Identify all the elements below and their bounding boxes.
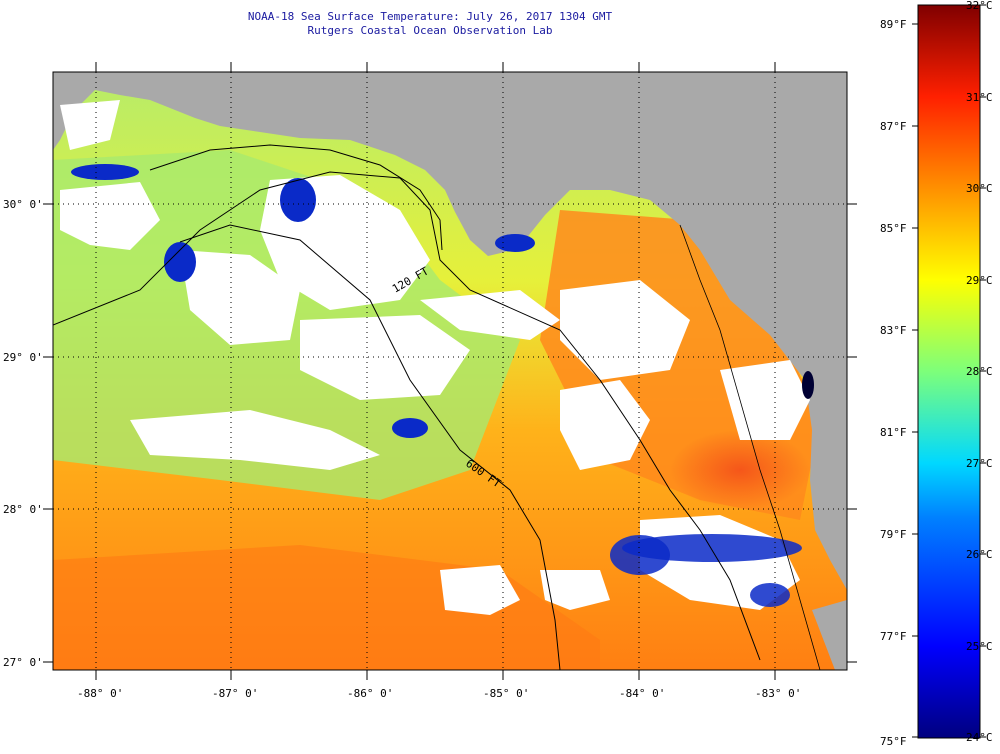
isobath-120ft xyxy=(53,171,761,661)
lat-label-27: 27° 0' xyxy=(3,656,43,669)
colorbar-c-29: 29°C xyxy=(966,274,993,287)
colorbar-f-77: 77°F xyxy=(880,630,907,643)
map-title: NOAA-18 Sea Surface Temperature: July 26… xyxy=(247,10,613,23)
lon-label-87: -87° 0' xyxy=(212,687,258,700)
colorbar-c-24: 24°C xyxy=(966,731,993,744)
colorbar-f-81: 81°F xyxy=(880,426,907,439)
colorbar-c-28: 28°C xyxy=(966,365,993,378)
colorbar-f-83: 83°F xyxy=(880,324,907,337)
colorbar-c-26: 26°C xyxy=(966,548,993,561)
colorbar-f-89: 89°F xyxy=(880,18,907,31)
coastline-west-fl xyxy=(679,224,821,670)
map-subtitle: Rutgers Coastal Ocean Observation Lab xyxy=(307,24,553,37)
lat-label-28: 28° 0' xyxy=(3,503,43,516)
colorbar-f-87: 87°F xyxy=(880,120,907,133)
lat-label-30: 30° 0' xyxy=(3,198,43,211)
colorbar-c-31: 31°C xyxy=(966,91,993,104)
map-ticks xyxy=(43,62,857,680)
colorbar-c-32: 32°C xyxy=(966,0,993,12)
land-mass xyxy=(53,72,847,590)
lon-label-84: -84° 0' xyxy=(619,687,665,700)
cold-water-patches xyxy=(71,164,814,607)
lon-label-86: -86° 0' xyxy=(347,687,393,700)
land-mass-south xyxy=(812,600,847,670)
isobath-600ft xyxy=(179,224,561,670)
colorbar-c-30: 30°C xyxy=(966,182,993,195)
lon-label-85: -85° 0' xyxy=(483,687,529,700)
lon-label-88: -88° 0' xyxy=(77,687,123,700)
colorbar-c-25: 25°C xyxy=(966,640,993,653)
map-frame xyxy=(52,71,848,671)
colorbar xyxy=(917,4,981,739)
lon-label-83: -83° 0' xyxy=(755,687,801,700)
map-raster: 120 FT 600 FT xyxy=(53,72,847,670)
colorbar-f-85: 85°F xyxy=(880,222,907,235)
lat-label-29: 29° 0' xyxy=(3,351,43,364)
isobath-shelf xyxy=(149,144,443,251)
colorbar-c-27: 27°C xyxy=(966,457,993,470)
colorbar-ticks xyxy=(912,4,986,738)
colorbar-f-75: 75°F xyxy=(880,735,907,748)
colorbar-f-79: 79°F xyxy=(880,528,907,541)
hot-spot xyxy=(670,430,810,510)
